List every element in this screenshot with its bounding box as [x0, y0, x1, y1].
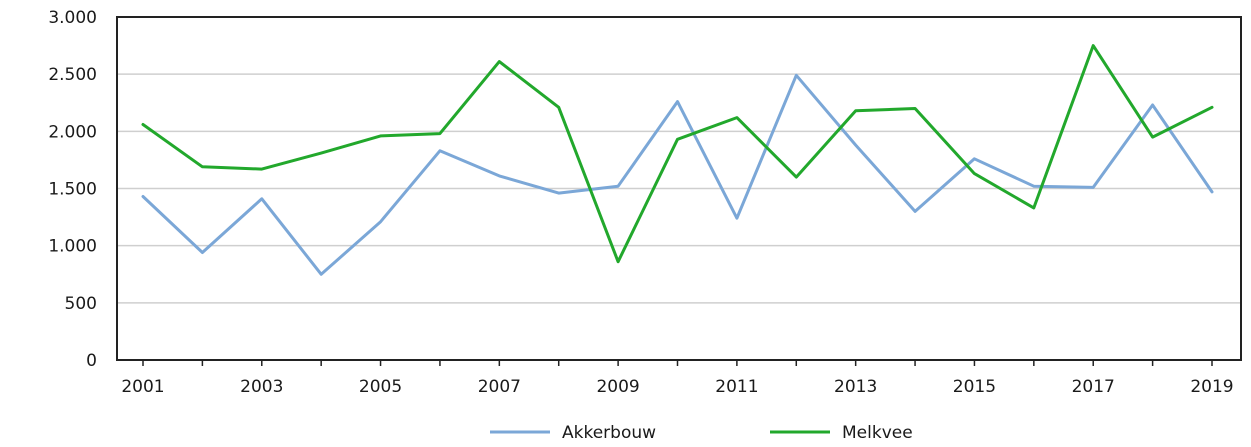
plot-frame	[116, 16, 1242, 361]
x-tick-label: 2007	[478, 377, 521, 397]
y-tick-label: 0	[86, 351, 97, 371]
x-tick-label: 2015	[953, 377, 996, 397]
legend: Akkerbouw Melkvee	[490, 423, 913, 443]
series-lines	[141, 44, 1214, 276]
legend-label-akkerbouw: Akkerbouw	[562, 423, 656, 443]
y-tick-label: 2.500	[48, 65, 97, 85]
y-tick-label: 2.000	[48, 122, 97, 142]
x-tick-label: 2019	[1190, 377, 1233, 397]
x-tick-label: 2013	[834, 377, 877, 397]
x-tick-label: 2001	[121, 377, 164, 397]
x-tick-label: 2011	[715, 377, 758, 397]
gridlines	[117, 73, 1241, 304]
x-tick-label: 2009	[596, 377, 639, 397]
x-tick-label: 2003	[240, 377, 283, 397]
x-tick-label: 2005	[359, 377, 402, 397]
legend-label-melkvee: Melkvee	[842, 423, 913, 443]
tick-labels: 0 500 1.000 1.500 2.000 2.500 3.000 2001 2003 200…	[48, 8, 1233, 397]
y-tick-label: 3.000	[48, 8, 97, 28]
axes	[116, 16, 1242, 366]
y-tick-label: 1.500	[48, 180, 97, 200]
series-line-melkvee	[141, 44, 1214, 264]
y-tick-label: 500	[65, 294, 97, 314]
x-tick-label: 2017	[1072, 377, 1115, 397]
y-tick-label: 1.000	[48, 237, 97, 257]
series-line-akkerbouw	[141, 73, 1214, 276]
